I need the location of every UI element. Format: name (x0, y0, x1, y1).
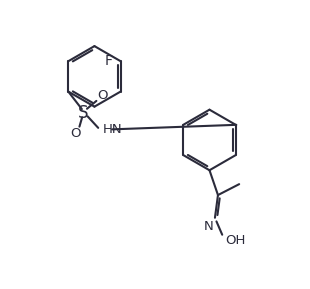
Text: S: S (78, 104, 89, 122)
Text: F: F (104, 54, 112, 68)
Text: HN: HN (103, 123, 123, 136)
Text: OH: OH (225, 234, 245, 247)
Text: N: N (204, 220, 213, 233)
Text: O: O (70, 127, 80, 140)
Text: O: O (97, 89, 107, 102)
